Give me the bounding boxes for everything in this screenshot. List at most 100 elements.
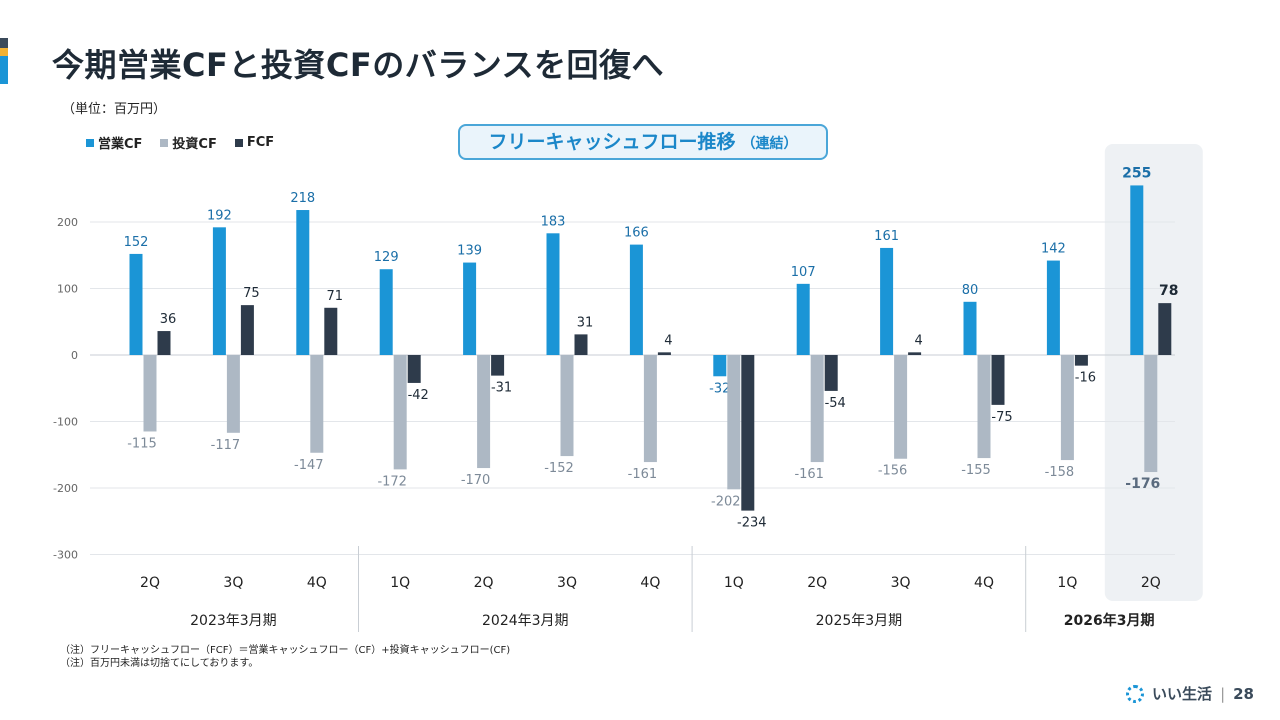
x-category-label: 3Q xyxy=(891,575,911,591)
chart-title-box: フリーキャッシュフロー推移 （連結） xyxy=(458,124,828,160)
legend-label-operating: 営業CF xyxy=(98,137,143,152)
chart-title-subtitle: （連結） xyxy=(741,136,798,152)
x-category-label: 3Q xyxy=(557,575,577,591)
fiscal-year-label: 2025年3月期 xyxy=(816,613,903,629)
legend-swatch-fcf xyxy=(234,138,243,147)
x-category-label: 2Q xyxy=(807,575,827,591)
data-label-fcf: 36 xyxy=(160,312,177,327)
data-label-fcf: 4 xyxy=(914,333,922,348)
legend-label-fcf: FCF xyxy=(246,135,275,150)
legend-swatch-operating xyxy=(86,138,94,147)
data-label-fcf: -54 xyxy=(825,396,846,411)
bar-operating xyxy=(880,247,894,355)
data-label-operating: 192 xyxy=(207,208,232,223)
bar-fcf xyxy=(324,307,338,355)
fiscal-year-label: 2024年3月期 xyxy=(482,613,569,629)
data-label-fcf: 4 xyxy=(664,333,672,348)
bar-operating xyxy=(463,262,477,355)
bar-operating xyxy=(212,227,226,355)
data-label-fcf: -42 xyxy=(408,388,429,403)
data-label-operating: 152 xyxy=(124,235,149,250)
data-label-investing: -156 xyxy=(878,464,908,479)
fiscal-year-label: 2026年3月期 xyxy=(1064,612,1155,629)
bar-investing xyxy=(810,355,824,463)
data-label-investing: -161 xyxy=(628,467,658,482)
y-tick-label: -300 xyxy=(53,549,78,562)
y-tick-label: 200 xyxy=(57,216,78,229)
bar-operating xyxy=(379,269,393,355)
legend-label-investing: 投資CF xyxy=(172,137,217,152)
data-label-investing: -117 xyxy=(211,438,241,453)
unit-label: （単位：百万円） xyxy=(62,102,167,117)
legend-item-fcf: FCF xyxy=(234,133,275,152)
x-category-label: 3Q xyxy=(223,575,243,591)
data-label-fcf: 31 xyxy=(577,315,594,330)
data-label-investing: -172 xyxy=(377,474,407,489)
data-label-investing: -202 xyxy=(711,494,741,509)
y-tick-label: -200 xyxy=(53,482,78,495)
bar-fcf xyxy=(157,331,171,355)
x-category-label: 2Q xyxy=(140,575,160,591)
data-label-fcf: -234 xyxy=(737,516,767,531)
bar-operating xyxy=(713,355,727,377)
data-label-operating: 107 xyxy=(791,265,816,280)
x-category-label: 4Q xyxy=(307,575,327,591)
fiscal-year-label: 2023年3月期 xyxy=(190,613,277,629)
y-tick-label: -100 xyxy=(53,416,78,429)
bar-fcf xyxy=(1074,355,1088,366)
bar-fcf xyxy=(240,305,254,355)
legend-swatch-investing xyxy=(160,138,169,147)
data-label-operating: 166 xyxy=(624,226,649,241)
y-tick-label: 100 xyxy=(57,283,78,296)
bar-investing xyxy=(560,355,574,457)
bar-investing xyxy=(643,355,657,463)
brand-logo-icon xyxy=(1126,684,1145,703)
bar-operating xyxy=(796,283,810,355)
data-label-fcf: -31 xyxy=(491,381,512,396)
bar-fcf xyxy=(407,355,421,383)
bar-operating xyxy=(963,301,977,355)
data-label-operating: 139 xyxy=(457,244,482,259)
bar-investing xyxy=(310,355,324,453)
bar-fcf xyxy=(824,355,838,391)
brand-name: いい生活 xyxy=(1152,685,1213,703)
data-label-fcf: 78 xyxy=(1159,283,1178,299)
data-label-fcf: -75 xyxy=(991,410,1012,425)
legend-item-investing: 投資CF xyxy=(160,133,217,152)
footnote-2: （注）百万円未満は切捨てにしております。 xyxy=(60,658,259,669)
bar-investing xyxy=(226,355,240,433)
x-category-label: 1Q xyxy=(724,575,744,591)
footnote-1: （注）フリーキャッシュフロー（FCF）＝営業キャッシュフロー（CF）+投資キャッ… xyxy=(60,645,511,656)
bar-operating xyxy=(296,210,310,355)
data-label-investing: -115 xyxy=(127,436,157,451)
bar-fcf xyxy=(574,334,588,355)
data-label-operating: 142 xyxy=(1041,242,1066,257)
fcf-bar-chart: 200 100 0 -100 -200 -300 152 192 218 129 139 183 166… xyxy=(53,144,1203,632)
bar-fcf xyxy=(908,352,922,355)
bar-operating xyxy=(1046,260,1060,355)
data-label-operating: 80 xyxy=(962,283,979,298)
page-title: 今期営業CFと投資CFのバランスを回復へ xyxy=(52,46,665,84)
bar-investing xyxy=(393,355,407,470)
bar-operating xyxy=(546,233,560,355)
x-category-label: 2Q xyxy=(474,575,494,591)
bar-investing xyxy=(477,355,491,469)
data-label-investing: -176 xyxy=(1125,476,1160,492)
data-label-fcf: 71 xyxy=(327,289,344,304)
data-label-investing: -158 xyxy=(1045,465,1075,480)
x-category-label: 4Q xyxy=(974,575,994,591)
bar-fcf xyxy=(491,355,505,376)
footnotes: （注）フリーキャッシュフロー（FCF）＝営業キャッシュフロー（CF）+投資キャッ… xyxy=(60,644,510,670)
page-number: 28 xyxy=(1233,684,1254,703)
data-label-investing: -161 xyxy=(794,467,824,482)
data-label-fcf: -16 xyxy=(1075,371,1096,386)
data-label-operating: -32 xyxy=(709,381,730,396)
x-category-label: 2Q xyxy=(1141,575,1161,591)
data-label-operating: 129 xyxy=(374,250,399,265)
chart-legend: 営業CF 投資CF FCF xyxy=(86,133,274,152)
data-label-investing: -152 xyxy=(544,461,574,476)
data-label-operating: 161 xyxy=(874,229,899,244)
bar-operating xyxy=(629,244,643,355)
chart-title-text: フリーキャッシュフロー推移 xyxy=(488,131,736,153)
bar-investing xyxy=(894,355,908,459)
